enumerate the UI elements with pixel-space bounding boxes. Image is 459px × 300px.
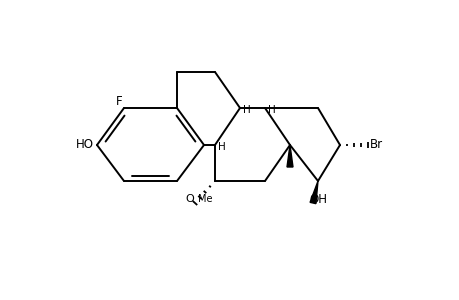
Text: H: H [268,105,275,115]
Polygon shape [286,145,292,167]
Text: H: H [242,105,250,115]
Text: O: O [185,194,194,204]
Text: H: H [218,142,225,152]
Text: Me: Me [197,194,212,204]
Text: Br: Br [369,139,382,152]
Text: F: F [115,95,122,108]
Text: HO: HO [76,139,94,152]
Polygon shape [309,181,317,204]
Text: OH: OH [308,193,326,206]
